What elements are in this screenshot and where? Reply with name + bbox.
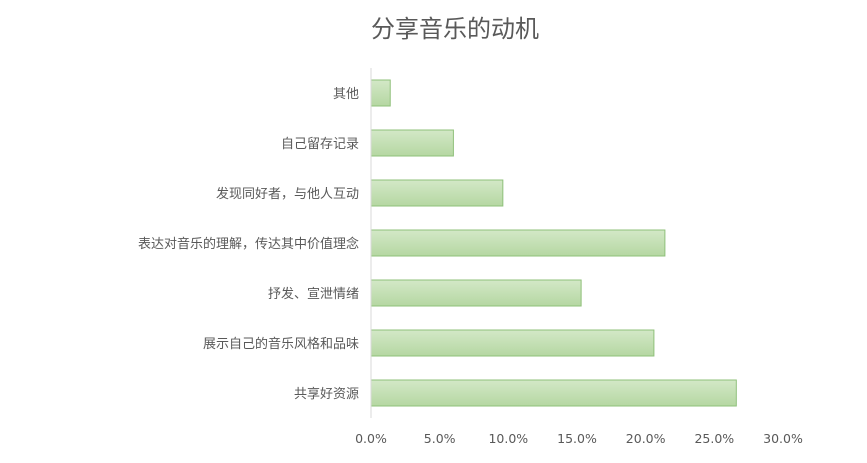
x-tick-label: 0.0%	[355, 431, 387, 446]
bar	[370, 179, 504, 207]
category-label: 自己留存记录	[281, 137, 359, 152]
x-tick-label: 10.0%	[488, 431, 528, 446]
bar	[370, 229, 666, 257]
chart-title: 分享音乐的动机	[371, 15, 539, 43]
bar	[370, 329, 655, 357]
category-label: 共享好资源	[294, 386, 359, 402]
category-label: 其他	[333, 87, 359, 102]
bar	[370, 129, 454, 157]
x-tick-label: 25.0%	[694, 431, 734, 446]
bar	[370, 79, 391, 107]
category-label: 展示自己的音乐风格和品味	[203, 336, 359, 352]
bar	[370, 379, 737, 407]
category-label: 抒发、宣泄情绪	[268, 286, 359, 302]
x-tick-label: 30.0%	[763, 431, 803, 446]
x-tick-label: 20.0%	[626, 431, 666, 446]
category-label: 表达对音乐的理解，传达其中价值理念	[138, 236, 359, 252]
x-tick-label: 5.0%	[424, 431, 456, 446]
category-label: 发现同好者，与他人互动	[216, 186, 359, 202]
x-tick-label: 15.0%	[557, 431, 597, 446]
bar	[370, 279, 582, 307]
